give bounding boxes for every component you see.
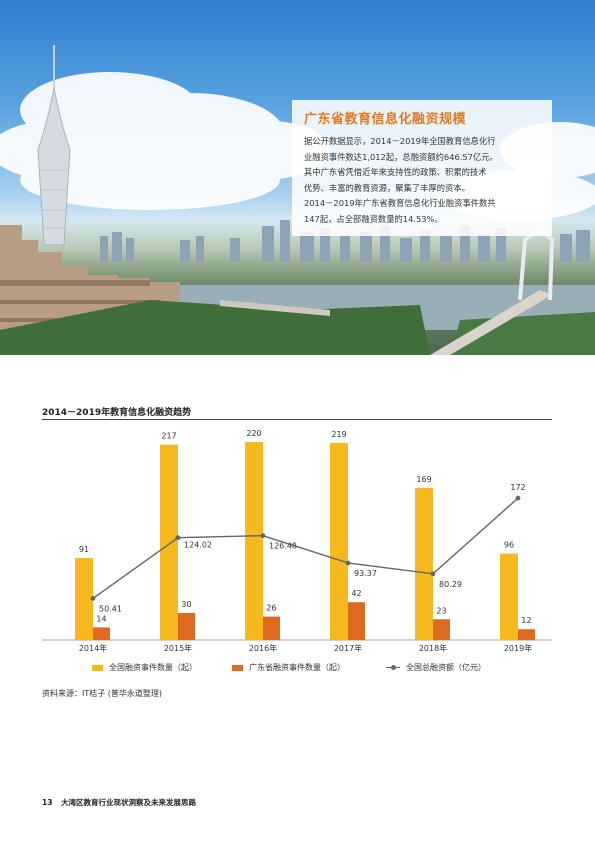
- legend-line-marker: [386, 664, 400, 671]
- bar-guangdong-3: [263, 616, 280, 640]
- page-number: 13: [42, 798, 53, 807]
- point-total-amount-4: [345, 560, 351, 566]
- label-national-3: 220: [246, 429, 261, 438]
- chart-legend: 全国融资事件数量（起） 广东省融资事件数量（起） 全国总融资额（亿元）: [92, 662, 542, 676]
- line-total-amount: [92, 497, 519, 599]
- point-total-amount-1: [90, 596, 96, 601]
- label-guangdong-5: 23: [436, 606, 446, 615]
- bar-national-2: [160, 444, 178, 640]
- bar-guangdong-4: [348, 602, 365, 640]
- x-tick-label-2: 2015年: [164, 643, 192, 653]
- footer-title: 大湾区教育行业现状洞察及未来发展思路: [61, 798, 197, 807]
- page-footer: 13 大湾区教育行业现状洞察及未来发展思路: [42, 797, 196, 808]
- bar-national-1: [75, 558, 93, 640]
- info-line: 147起，占全部融资数量的14.53%。: [304, 213, 443, 224]
- point-total-amount-2: [175, 535, 181, 541]
- info-line: 2014－2019年广东省教育信息化行业融资事件数共: [304, 198, 496, 209]
- x-tick-label-1: 2014年: [79, 643, 107, 653]
- info-box: 广东省教育信息化融资规模 据公开数据显示，2014－2019年全国教育信息化行 …: [292, 100, 552, 236]
- legend-item-national-count: 全国融资事件数量（起）: [92, 662, 197, 673]
- info-paragraph: 据公开数据显示，2014－2019年全国教育信息化行 业融资事件数达1,012起…: [304, 134, 542, 228]
- x-tick-label-5: 2018年: [419, 643, 447, 653]
- label-national-2: 217: [161, 432, 176, 441]
- label-national-5: 169: [416, 475, 431, 484]
- info-title: 广东省教育信息化融资规模: [304, 112, 467, 127]
- label-total-amount-3: 126.48: [269, 542, 297, 551]
- info-line: 优势、丰富的教育资源，聚集了丰厚的资本。: [304, 182, 470, 193]
- label-guangdong-6: 12: [521, 616, 531, 625]
- bar-national-3: [245, 442, 263, 640]
- bar-national-4: [330, 442, 348, 640]
- info-line: 据公开数据显示，2014－2019年全国教育信息化行: [304, 136, 496, 146]
- legend-label: 全国融资事件数量（起）: [109, 663, 197, 672]
- label-guangdong-4: 42: [351, 589, 361, 598]
- bar-guangdong-1: [93, 627, 110, 640]
- bar-national-5: [415, 487, 433, 640]
- info-line: 其中广东省凭借近年来支持性的政策、积累的技术: [304, 167, 487, 178]
- legend-label: 广东省融资事件数量（起）: [249, 663, 345, 672]
- bar-national-6: [500, 553, 518, 640]
- trend-chart: 91 14 2014年 217 30 2015年 220 26 2016年 219 42 2017年 1…: [42, 429, 552, 653]
- bar-guangdong-5: [433, 619, 450, 640]
- label-total-amount-5: 80.29: [439, 580, 462, 589]
- label-national-1: 91: [79, 545, 89, 554]
- x-tick-label-3: 2016年: [249, 643, 277, 653]
- chart-title-rule: [42, 419, 552, 420]
- legend-label: 全国总融资额（亿元）: [406, 663, 486, 672]
- label-guangdong-3: 26: [266, 604, 276, 613]
- point-total-amount-6: [515, 495, 521, 501]
- legend-item-guangdong-count: 广东省融资事件数量（起）: [232, 662, 345, 673]
- data-source-note: 资料来源：IT桔子 (普华永道整理): [42, 689, 163, 698]
- label-guangdong-2: 30: [181, 600, 191, 609]
- label-national-6: 96: [504, 541, 514, 550]
- bar-guangdong-2: [178, 613, 195, 640]
- label-national-4: 219: [331, 430, 346, 439]
- legend-swatch: [232, 664, 243, 671]
- point-total-amount-5: [430, 571, 436, 577]
- bar-guangdong-6: [518, 629, 535, 640]
- x-tick-label-6: 2019年: [504, 643, 532, 653]
- chart-title: 2014－2019年教育信息化融资趋势: [42, 408, 192, 418]
- label-total-amount-1: 50.41: [99, 604, 122, 613]
- label-guangdong-1: 14: [96, 614, 106, 623]
- hero-city-photo: 广东省教育信息化融资规模 据公开数据显示，2014－2019年全国教育信息化行 …: [0, 0, 595, 355]
- label-total-amount-4: 93.37: [354, 569, 377, 578]
- label-total-amount-6: 172: [510, 483, 525, 492]
- point-total-amount-3: [260, 533, 266, 539]
- info-line: 业融资事件数达1,012起，总融资额约646.57亿元。: [304, 151, 498, 162]
- x-tick-label-4: 2017年: [334, 643, 362, 653]
- label-total-amount-2: 124.02: [184, 541, 212, 550]
- legend-item-total-amount: 全国总融资额（亿元）: [386, 662, 486, 673]
- legend-swatch: [92, 664, 103, 671]
